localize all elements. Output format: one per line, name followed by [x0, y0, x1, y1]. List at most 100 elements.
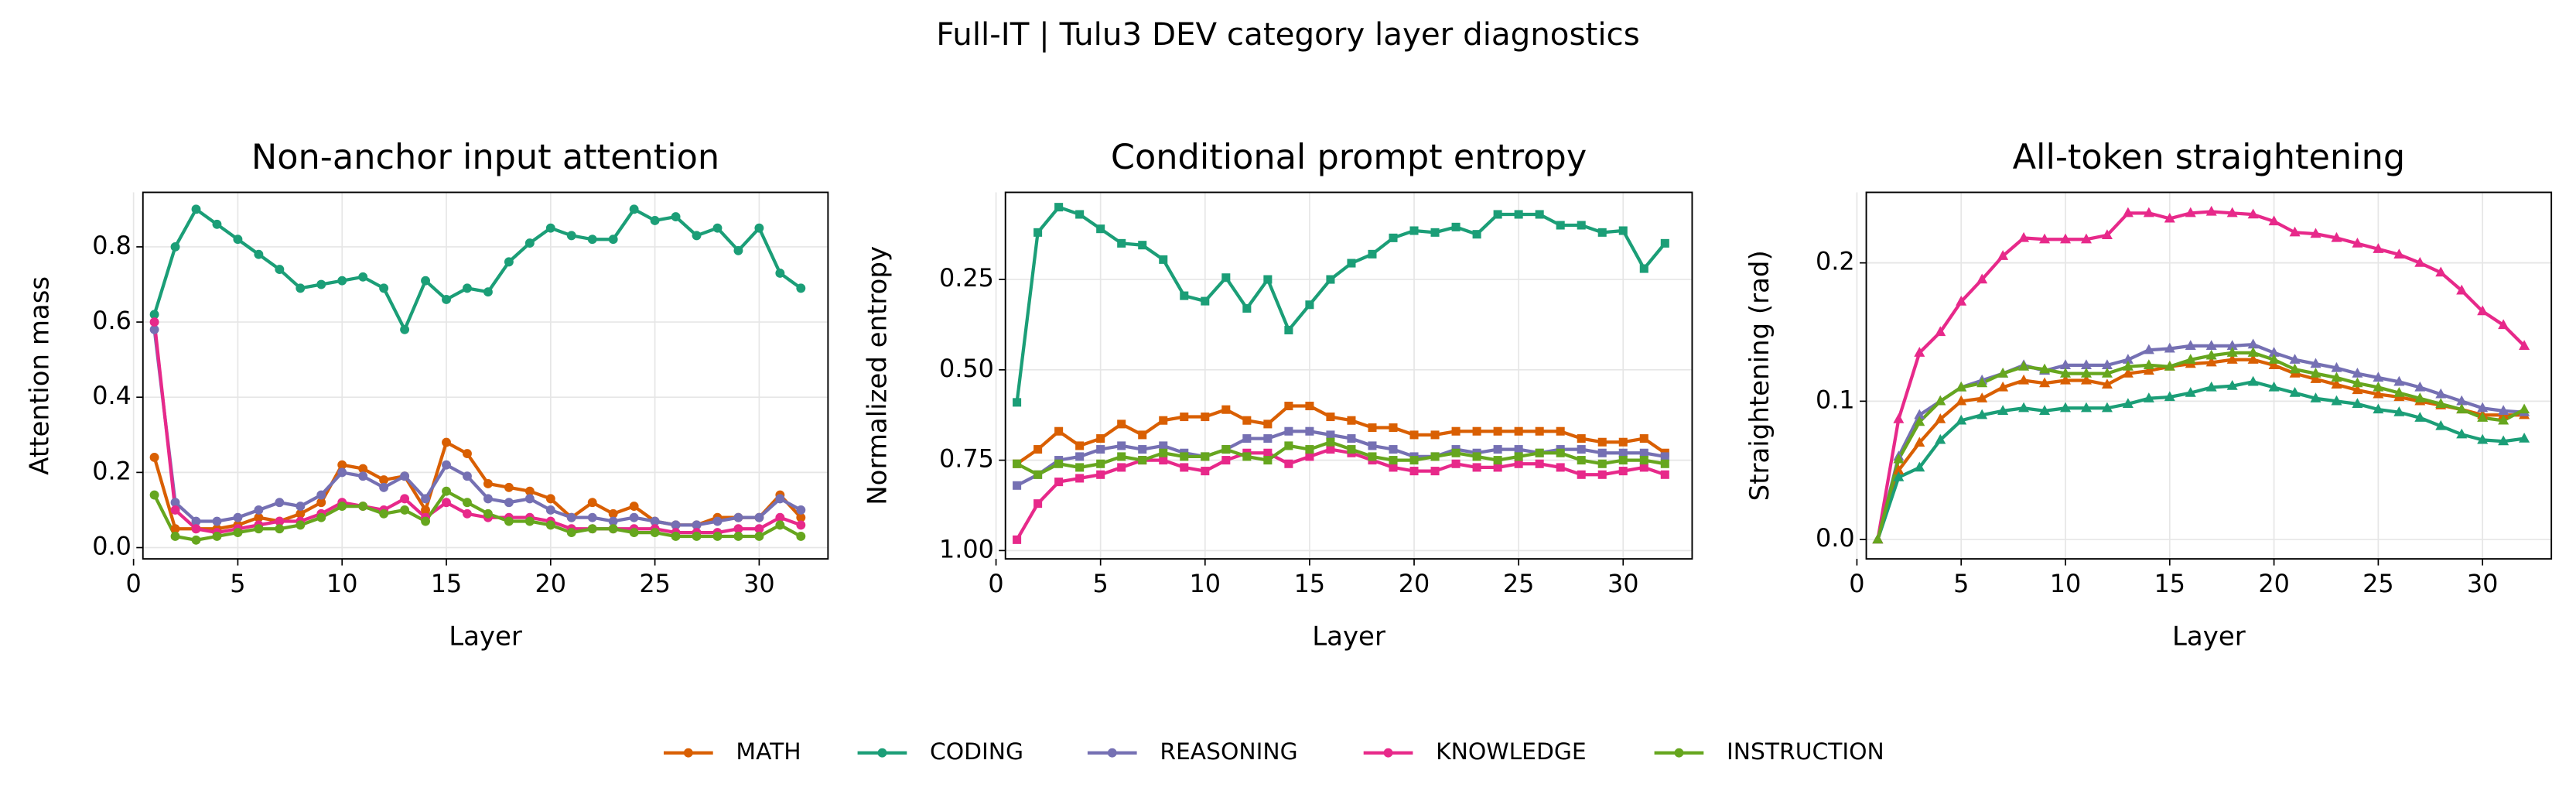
marker: [566, 231, 576, 241]
marker: [379, 508, 389, 519]
marker: [1514, 426, 1523, 436]
marker: [2393, 386, 2405, 397]
marker: [421, 505, 431, 515]
marker: [1618, 226, 1628, 235]
marker: [671, 520, 681, 530]
legend-marker: [877, 748, 887, 758]
marker: [1013, 459, 1022, 468]
marker: [2414, 257, 2426, 267]
marker: [2080, 367, 2092, 378]
legend-label: REASONING: [1160, 738, 1297, 765]
marker: [2310, 392, 2321, 402]
marker: [504, 482, 514, 492]
marker: [2352, 377, 2363, 388]
marker: [2352, 367, 2363, 378]
marker: [1138, 456, 1147, 465]
marker: [1263, 275, 1273, 284]
marker: [254, 249, 264, 259]
x-tick-label: 5: [1093, 569, 1109, 598]
marker: [1284, 325, 1293, 334]
marker: [754, 512, 764, 522]
x-tick-label: 10: [1190, 569, 1221, 598]
marker: [1075, 463, 1085, 472]
marker: [2018, 374, 2030, 385]
x-tick-label: 20: [2258, 569, 2290, 598]
marker: [2310, 228, 2321, 238]
marker: [379, 475, 389, 485]
marker: [1263, 456, 1273, 465]
marker: [2226, 354, 2238, 364]
marker: [504, 498, 514, 508]
marker: [1159, 441, 1168, 450]
marker: [170, 241, 180, 252]
marker: [379, 283, 389, 293]
marker: [463, 449, 472, 459]
marker: [1597, 437, 1607, 447]
marker: [233, 512, 243, 522]
marker: [1305, 426, 1314, 436]
marker: [2185, 207, 2196, 217]
marker: [1472, 230, 1481, 239]
marker: [1493, 445, 1502, 454]
marker: [1263, 419, 1273, 429]
marker: [650, 215, 660, 225]
marker: [1997, 381, 2009, 392]
x-tick-label: 5: [230, 569, 245, 598]
marker: [2122, 354, 2134, 364]
axes-frame: [1865, 191, 2553, 560]
marker: [1451, 222, 1461, 231]
marker: [545, 505, 555, 515]
marker: [2435, 419, 2447, 430]
marker: [1221, 405, 1231, 414]
marker: [2373, 372, 2384, 382]
marker: [1013, 535, 1022, 544]
marker: [233, 528, 243, 538]
marker: [1221, 273, 1231, 282]
marker: [504, 516, 514, 526]
marker: [1409, 456, 1419, 465]
marker: [316, 279, 326, 289]
series-line: [152, 321, 802, 535]
y-tick-label: 0.0: [1816, 523, 1855, 553]
marker: [1618, 467, 1628, 476]
marker: [1326, 437, 1335, 447]
marker: [275, 498, 285, 508]
marker: [1389, 445, 1398, 454]
marker: [1284, 402, 1293, 411]
marker: [1535, 459, 1544, 468]
series-line: [1876, 210, 2526, 540]
marker: [442, 486, 451, 496]
marker: [2101, 402, 2113, 413]
marker: [796, 532, 806, 541]
marker: [2226, 340, 2238, 350]
marker: [1180, 413, 1189, 422]
marker: [2268, 347, 2280, 357]
marker: [587, 512, 597, 522]
marker: [337, 502, 347, 512]
marker: [1451, 459, 1461, 468]
marker: [733, 245, 743, 255]
marker: [1597, 459, 1607, 468]
y-tick-label: 0.0: [92, 532, 132, 561]
marker: [1075, 210, 1085, 219]
marker: [170, 532, 180, 541]
marker: [1893, 413, 1905, 423]
marker: [2456, 403, 2468, 414]
marker: [400, 324, 410, 334]
marker: [692, 231, 702, 241]
marker: [524, 486, 535, 496]
marker: [1326, 430, 1335, 440]
marker: [1472, 426, 1481, 436]
marker: [1976, 392, 1988, 402]
x-tick-label: 30: [743, 569, 775, 598]
y-tick-label: 0.6: [92, 306, 132, 335]
marker: [337, 460, 347, 470]
marker: [2039, 363, 2051, 374]
marker: [1326, 445, 1335, 454]
marker: [2519, 403, 2530, 414]
marker: [2289, 386, 2301, 397]
marker: [1368, 423, 1377, 433]
marker: [1242, 452, 1252, 461]
marker: [2122, 367, 2134, 378]
marker: [524, 494, 535, 504]
